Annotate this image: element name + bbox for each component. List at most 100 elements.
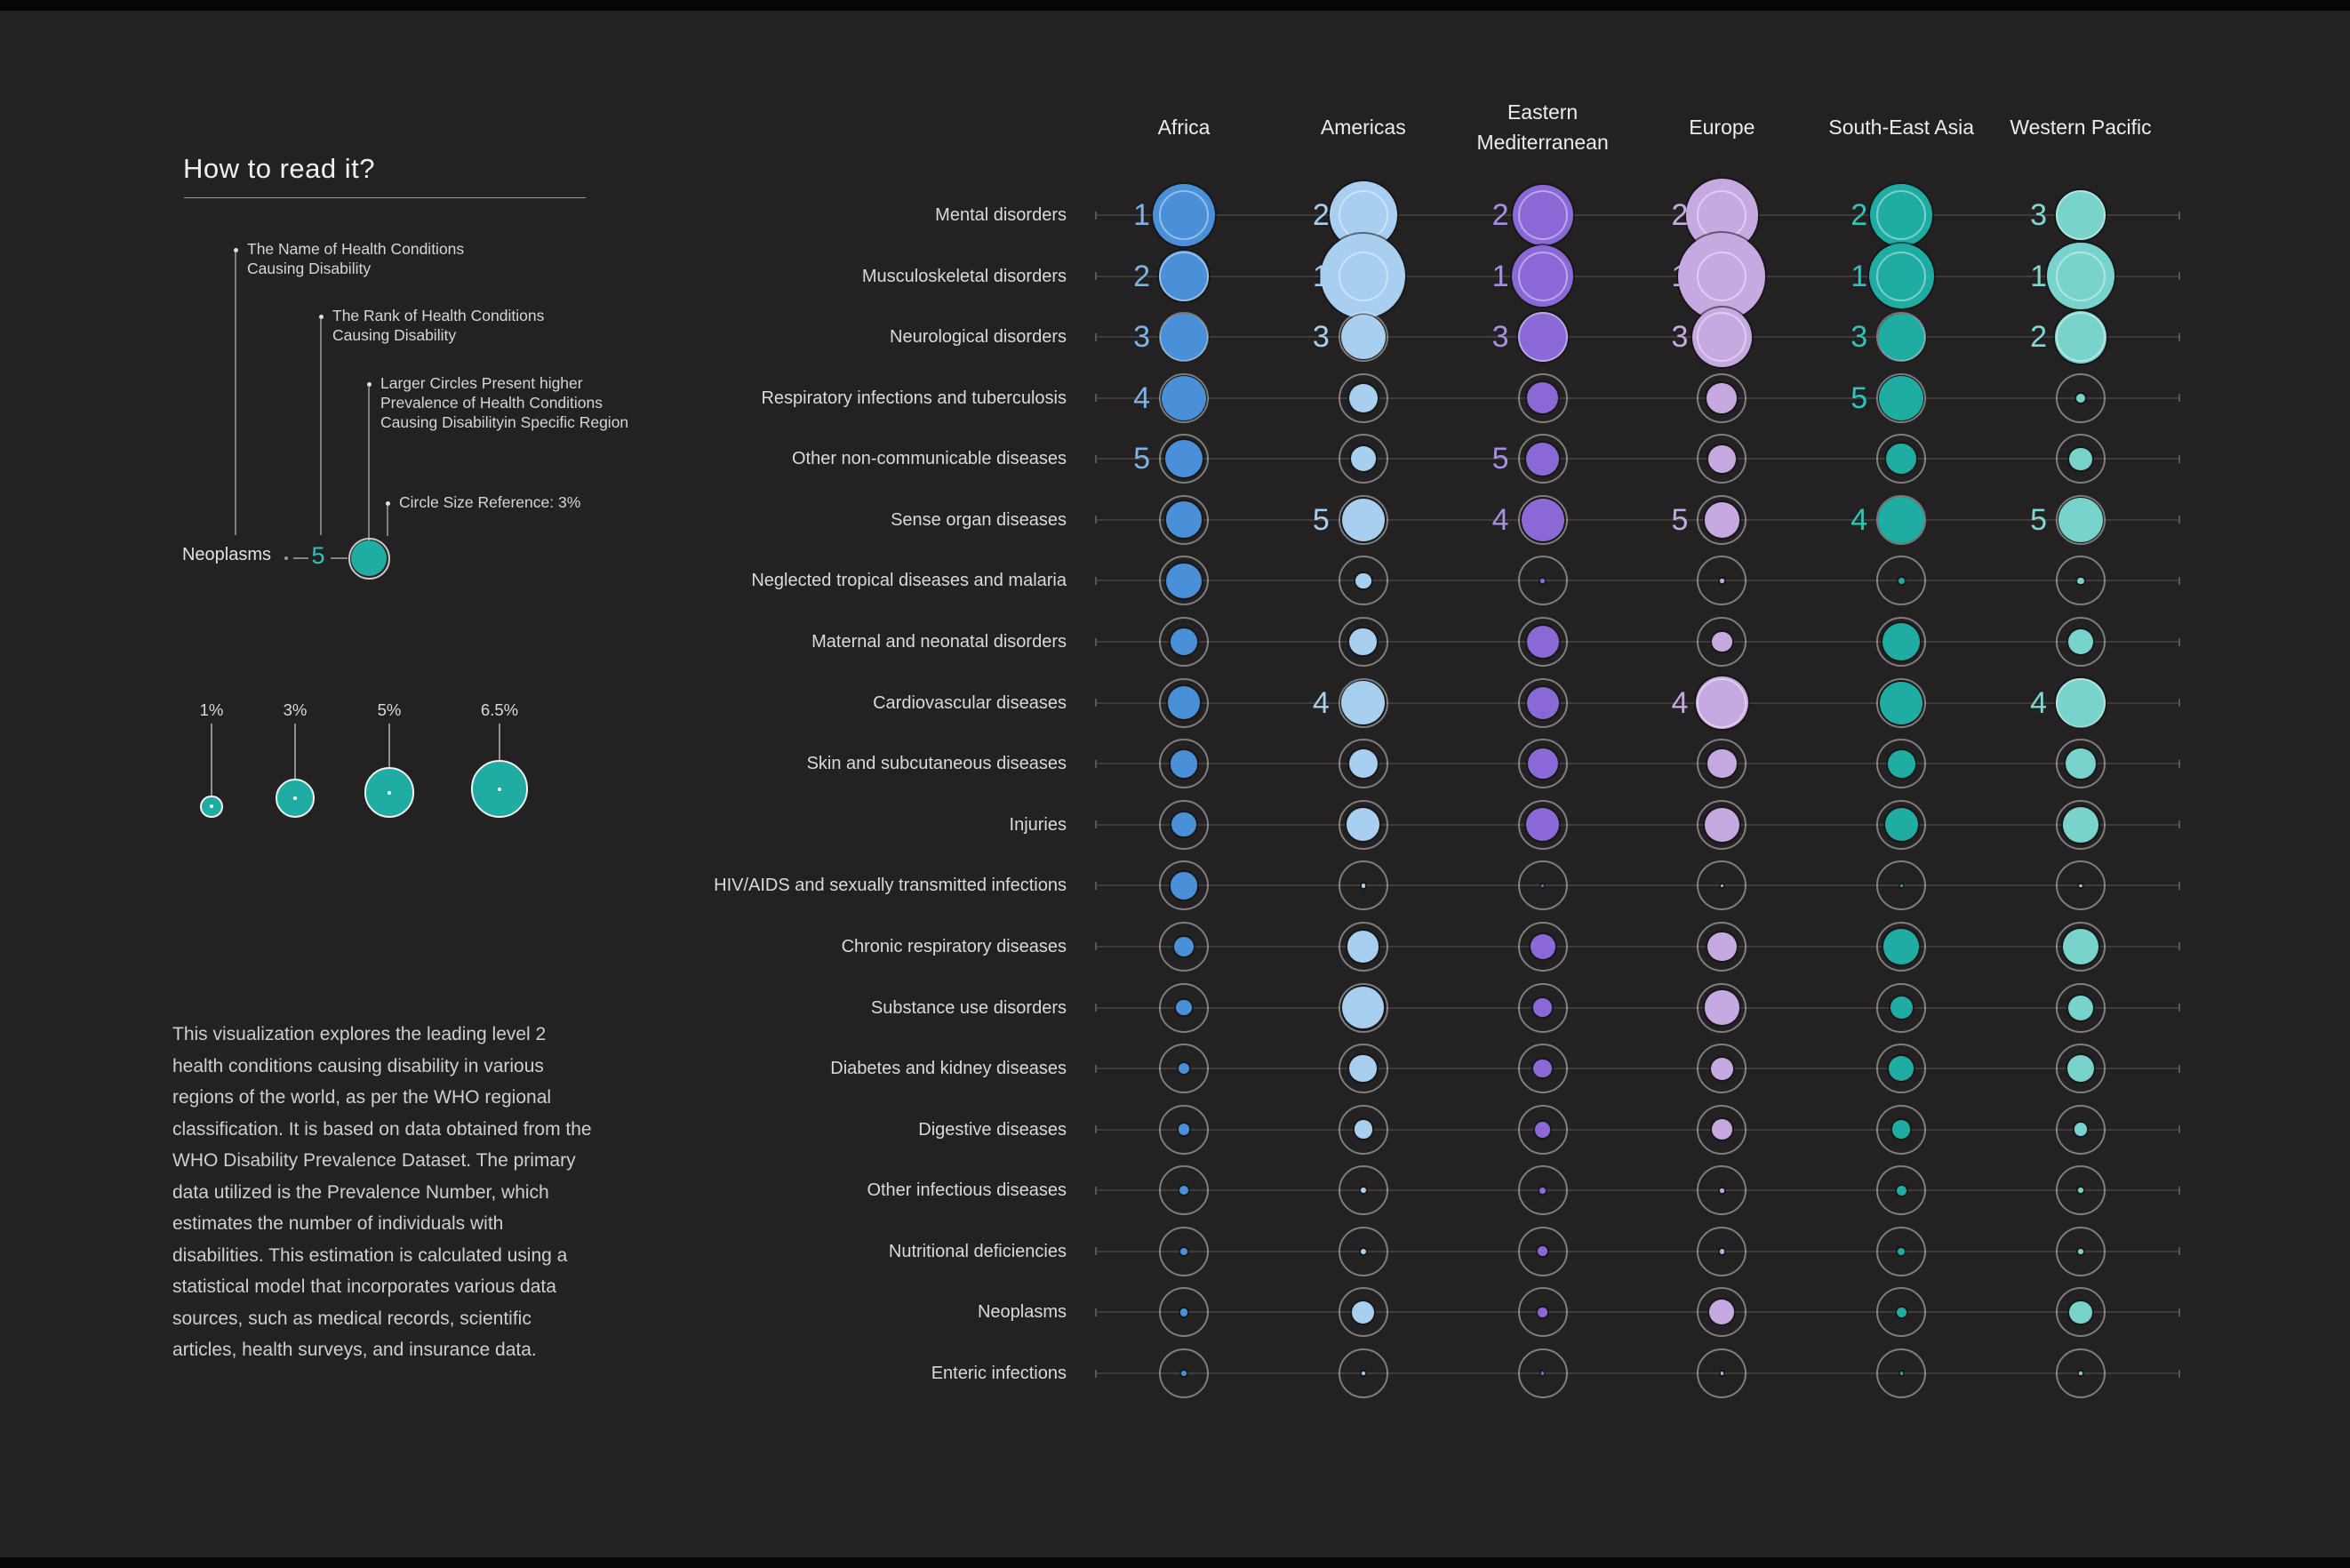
size-reference-circle [470,760,529,818]
row-track-line [1095,1189,2180,1192]
reference-ring [1159,1104,1209,1155]
rank-number: 3 [2030,198,2047,232]
reference-ring [2056,190,2106,240]
reference-ring [2056,1226,2106,1276]
legend-example-rank: 5 [311,542,325,569]
annotation-dot [318,314,324,319]
row-label: Enteric infections [931,1364,1067,1384]
rank-number: 3 [1133,320,1150,355]
reference-ring [2056,494,2106,545]
reference-ring [1697,739,1747,789]
annotation-text-line: The Rank of Health Conditions [332,307,545,324]
rank-number: 1 [1491,259,1509,293]
row-track-tick-right [2178,942,2180,951]
column-header: Americas [1248,90,1479,164]
reference-ring [1338,677,1388,728]
legend-example-ring [348,537,390,580]
row-label: Sense organ diseases [891,509,1067,530]
reference-ring [1159,312,1209,363]
rank-number: 5 [1133,442,1150,476]
reference-ring [2056,617,2106,668]
rank-number: 3 [1850,320,1868,355]
reference-ring [1876,1226,1927,1276]
annotation-line [235,252,236,535]
row-track-line [1095,580,2180,582]
reference-ring [1159,1165,1209,1216]
column-header-line: Europe [1689,116,1755,139]
size-reference-line [211,724,212,807]
row-track-tick-right [2178,1064,2180,1073]
reference-ring [1338,1226,1388,1276]
row-track-tick-right [2178,1004,2180,1012]
row-track-line [1095,884,2180,887]
column-header-line: Eastern [1507,100,1579,124]
row-label: Substance use disorders [870,997,1067,1018]
legend-example-connector [293,557,308,559]
annotation-text-line: The Name of Health Conditions [247,240,465,258]
reference-ring [1876,1104,1927,1155]
row-track-tick-right [2178,1186,2180,1195]
size-reference-label: 6.5% [480,700,519,719]
row-label: Neoplasms [977,1302,1067,1323]
row-track-tick-right [2178,1369,2180,1378]
rank-number: 3 [1491,320,1509,355]
reference-ring [2056,1165,2106,1216]
reference-ring [1697,556,1747,606]
reference-ring [2056,982,2106,1033]
row-track-tick-left [1095,820,1097,829]
row-track-line [1095,1006,2180,1009]
reference-ring [1338,617,1388,668]
row-track-tick-left [1095,454,1097,463]
row-label: Cardiovascular diseases [873,692,1067,713]
rank-number: 2 [1491,198,1509,232]
reference-ring [2056,556,2106,606]
annotation-dot [233,247,238,252]
reference-ring [1159,1044,1209,1094]
annotation-dot [366,381,372,387]
reference-ring [1697,1287,1747,1338]
rank-number: 3 [1671,320,1689,355]
rank-number: 5 [1850,380,1868,415]
reference-ring [1876,1165,1927,1216]
reference-ring [1876,1287,1927,1338]
row-label: Injuries [1009,814,1067,835]
row-track-tick-left [1095,516,1097,524]
reference-ring [1517,1104,1568,1155]
column-header-line: Americas [1320,116,1406,139]
annotation-text: The Name of Health Conditions Causing Dis… [247,239,464,278]
reference-ring [1697,312,1747,363]
reference-ring [1517,860,1568,911]
row-label: Chronic respiratory diseases [841,936,1067,956]
reference-ring [1159,739,1209,789]
reference-ring [1876,434,1927,484]
rank-number: 1 [1312,259,1330,293]
reference-ring [1338,860,1388,911]
row-track-line [1095,214,2180,216]
reference-ring [1159,617,1209,668]
row-track-tick-left [1095,1247,1097,1256]
row-label: Other infectious diseases [867,1180,1067,1201]
annotation-dot [385,500,390,506]
reference-ring [1517,372,1568,423]
row-track-tick-right [2178,1308,2180,1316]
column-header-line: Western Pacific [2010,116,2152,139]
letterbox-bottom [0,1557,2350,1568]
reference-ring [1338,739,1388,789]
annotation-line [368,387,370,555]
reference-ring [1159,921,1209,972]
rank-number: 1 [1133,198,1150,232]
reference-ring [1876,556,1927,606]
reference-ring [1159,1226,1209,1276]
rank-number: 4 [1671,685,1689,720]
row-label: Neurological disorders [890,327,1067,348]
reference-ring [1159,799,1209,850]
row-track-tick-right [2178,699,2180,708]
reference-ring [1876,799,1927,850]
reference-ring [1876,677,1927,728]
reference-ring [2056,739,2106,789]
reference-ring [1697,1165,1747,1216]
size-reference-line [294,724,296,798]
annotation-text-line: Causing Disability [247,260,372,277]
row-label: Skin and subcutaneous diseases [806,754,1067,774]
row-track-tick-left [1095,1186,1097,1195]
